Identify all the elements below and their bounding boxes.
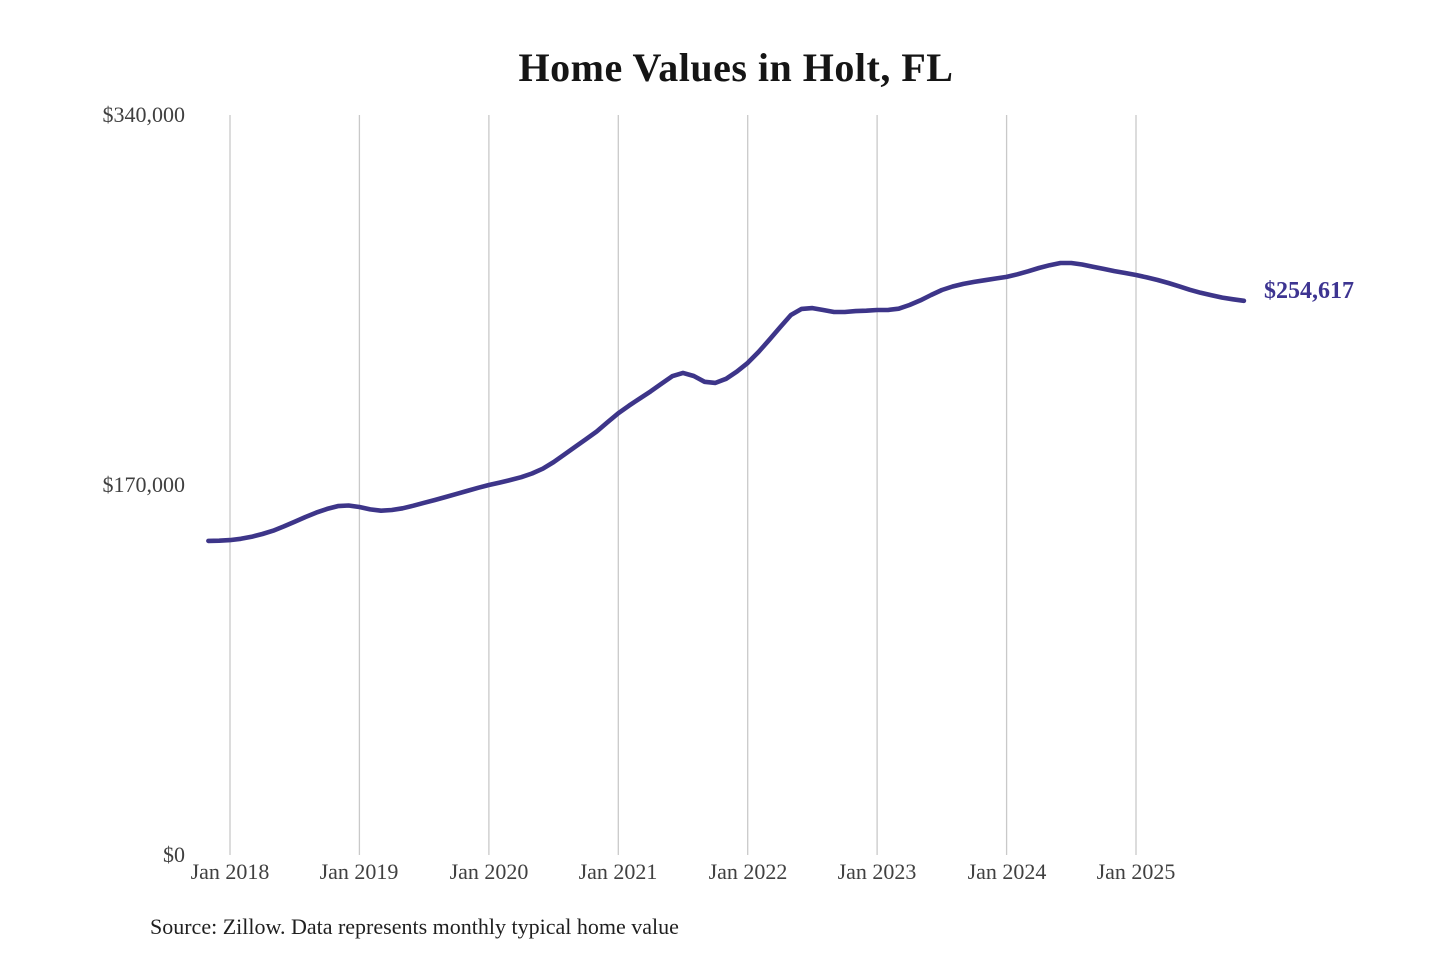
y-axis-tick-170000: $170,000 — [102, 472, 186, 497]
chart-title: Home Values in Holt, FL — [518, 45, 954, 90]
x-axis-tick-jan-2023: Jan 2023 — [837, 859, 917, 884]
x-axis-tick-jan-2022: Jan 2022 — [708, 859, 788, 884]
x-axis-tick-jan-2024: Jan 2024 — [967, 859, 1047, 884]
home-value-line-series — [206, 260, 1247, 544]
source-note: Source: Zillow. Data represents monthly … — [150, 914, 679, 939]
x-axis-tick-jan-2018: Jan 2018 — [190, 859, 270, 884]
x-axis-tick-jan-2025: Jan 2025 — [1096, 859, 1176, 884]
x-axis-tick-jan-2021: Jan 2021 — [578, 859, 658, 884]
latest-value-label: $254,617 — [1264, 278, 1354, 304]
x-axis-tick-jan-2020: Jan 2020 — [449, 859, 529, 884]
y-axis-tick-0: $0 — [163, 842, 185, 867]
x-axis-tick-jan-2019: Jan 2019 — [319, 859, 399, 884]
y-axis-tick-340000: $340,000 — [102, 102, 186, 127]
